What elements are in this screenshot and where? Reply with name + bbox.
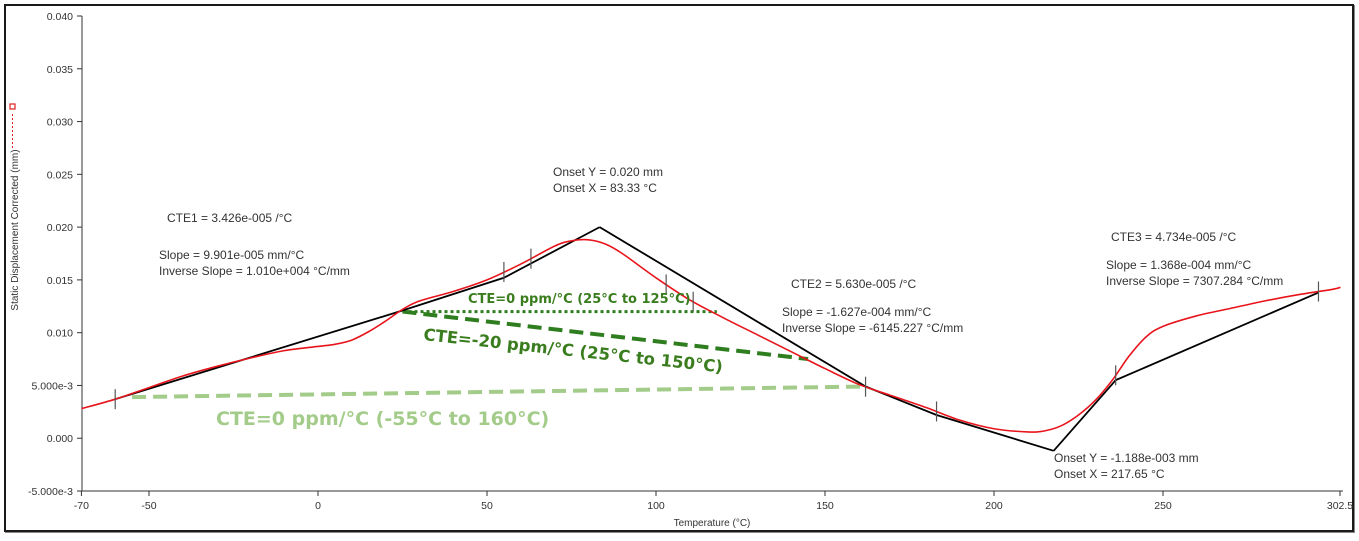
chart-frame: [4, 4, 1354, 532]
y-tick-label: 0.040: [47, 11, 73, 23]
fit-line: [1052, 291, 1319, 452]
y-tick-label: 0.020: [47, 222, 73, 234]
analysis-markers: [114, 248, 1320, 422]
cte3-slope: Slope = 1.368e-004 mm/°C: [1106, 258, 1252, 272]
onset1-x: Onset X = 83.33 °C: [553, 181, 657, 195]
y-tick-label: -5.000e-3: [28, 486, 73, 498]
cte2-annotation: CTE2 = 5.630e-005 /°C Slope = -1.627e-00…: [782, 277, 963, 335]
cte3-title: CTE3 = 4.734e-005 /°C: [1111, 230, 1237, 244]
y-axis-title: Static Displacement Corrected (mm): [10, 149, 21, 310]
cte2-inverse-slope: Inverse Slope = -6145.227 °C/mm: [782, 321, 963, 335]
x-tick-label: 50: [481, 500, 493, 512]
y-tick-label: 0.035: [47, 64, 73, 76]
x-tick-label: 302.5: [1327, 500, 1353, 512]
cte1-slope: Slope = 9.901e-005 mm/°C: [159, 248, 305, 262]
overlay-line: [402, 309, 809, 362]
onset1-annotation: Onset Y = 0.020 mm Onset X = 83.33 °C: [553, 165, 663, 195]
cte2-title: CTE2 = 5.630e-005 /°C: [791, 277, 917, 291]
onset2-annotation: Onset Y = -1.188e-003 mm Onset X = 217.6…: [1054, 451, 1199, 481]
x-tick-label: 250: [1154, 500, 1172, 512]
overlay-label-cte0-55-160: CTE=0 ppm/°C (-55°C to 160°C): [216, 408, 549, 430]
cte3-annotation: CTE3 = 4.734e-005 /°C Slope = 1.368e-004…: [1106, 230, 1283, 288]
y-tick-label: 0.030: [47, 117, 73, 129]
x-tick-label: 150: [816, 500, 834, 512]
x-tick-label: 200: [985, 500, 1003, 512]
onset2-y: Onset Y = -1.188e-003 mm: [1054, 451, 1199, 465]
y-tick-label: 0.010: [47, 328, 73, 340]
y-axis-ticks: 0.040 0.035 0.030 0.025 0.020 0.015 0.010 5.000…: [28, 11, 82, 498]
cte-overlay-lines: [132, 309, 866, 400]
axes: 0.040 0.035 0.030 0.025 0.020 0.015 0.010 5.000…: [10, 11, 1353, 529]
overlay-label-cte0-25-125: CTE=0 ppm/°C (25°C to 125°C): [468, 292, 691, 307]
x-axis-title: Temperature (°C): [674, 518, 751, 529]
overlay-line: [132, 384, 866, 400]
fit-line: [114, 226, 601, 401]
legend-square-icon: [9, 103, 16, 110]
displacement-curve: [81, 238, 1341, 433]
x-tick-label: 100: [647, 500, 665, 512]
y-tick-label: 5.000e-3: [32, 380, 74, 392]
onset1-y: Onset Y = 0.020 mm: [553, 165, 663, 179]
cte1-annotation: CTE1 = 3.426e-005 /°C Slope = 9.901e-005…: [159, 211, 350, 278]
y-tick-label: 0.025: [47, 169, 73, 181]
y-tick-label: 0.000: [47, 433, 73, 445]
x-tick-label: 0: [315, 500, 321, 512]
cte3-inverse-slope: Inverse Slope = 7307.284 °C/mm: [1106, 274, 1283, 288]
x-axis-ticks: -70 -50 0 50 100 150 200 250 302.5: [74, 491, 1353, 512]
cte1-title: CTE1 = 3.426e-005 /°C: [167, 211, 293, 225]
cte2-slope: Slope = -1.627e-004 mm/°C: [782, 305, 932, 319]
cte1-inverse-slope: Inverse Slope = 1.010e+004 °C/mm: [159, 264, 350, 278]
legend[interactable]: [9, 103, 16, 150]
x-tick-label: -50: [141, 500, 156, 512]
onset2-x: Onset X = 217.65 °C: [1054, 467, 1165, 481]
y-tick-label: 0.015: [47, 275, 73, 287]
x-tick-label: -70: [74, 500, 89, 512]
fit-line: [599, 226, 1054, 452]
